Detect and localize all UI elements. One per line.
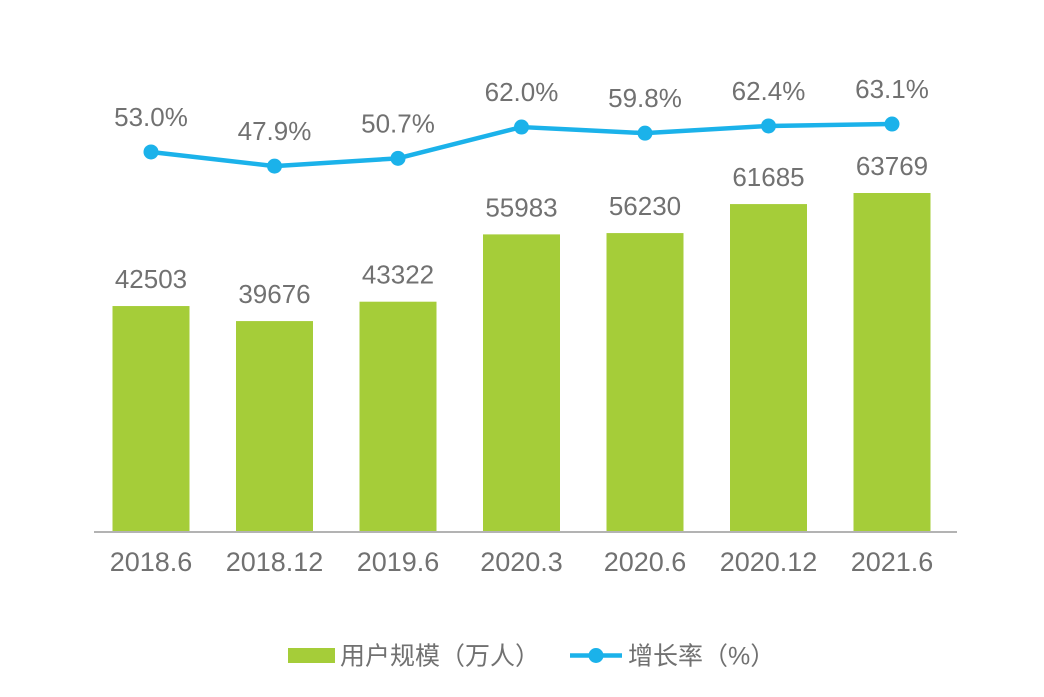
bar-2019.6 [359,301,437,532]
line-value-label: 47.9% [238,116,312,146]
bar-2020.12 [730,204,807,532]
bar-value-label: 43322 [362,260,434,290]
line-marker-2020.12 [761,118,776,134]
bar-value-label: 55983 [485,192,557,222]
line-marker-2020.3 [514,119,529,135]
legend-label-users: 用户规模（万人） [340,643,540,671]
x-axis-label-2019.6: 2019.6 [357,547,440,577]
legend-label-growth: 增长率（%） [628,643,775,671]
bar-2018.12 [236,321,313,532]
bar-value-label: 63769 [856,151,928,181]
legend-line-marker [588,648,604,663]
line-marker-2019.6 [390,150,406,166]
bar-2020.3 [483,234,560,532]
bar-value-label: 61685 [732,162,804,192]
bar-2021.6 [853,193,931,532]
x-axis-label-2018.12: 2018.12 [226,547,324,577]
line-marker-2021.6 [884,116,900,132]
x-axis-label-2020.6: 2020.6 [604,547,687,577]
line-value-label: 50.7% [361,108,435,138]
bar-2020.6 [606,233,684,532]
x-axis-label-2021.6: 2021.6 [851,547,934,577]
line-marker-2020.6 [637,125,653,141]
bar-2018.6 [112,306,190,532]
bar-value-label: 42503 [115,264,187,294]
line-value-label: 62.0% [485,77,559,107]
line-marker-2018.12 [267,158,282,174]
line-value-label: 59.8% [608,83,682,113]
line-value-label: 53.0% [114,102,188,132]
line-value-label: 62.4% [732,76,806,106]
x-axis-label-2018.6: 2018.6 [110,547,193,577]
bar-value-label: 39676 [238,279,310,309]
line-marker-2018.6 [143,144,159,160]
x-axis-label-2020.3: 2020.3 [480,547,563,577]
bar-value-label: 56230 [609,191,681,221]
x-axis-label-2020.12: 2020.12 [720,547,818,577]
legend-bar-swatch [288,648,335,663]
line-value-label: 63.1% [855,74,929,104]
